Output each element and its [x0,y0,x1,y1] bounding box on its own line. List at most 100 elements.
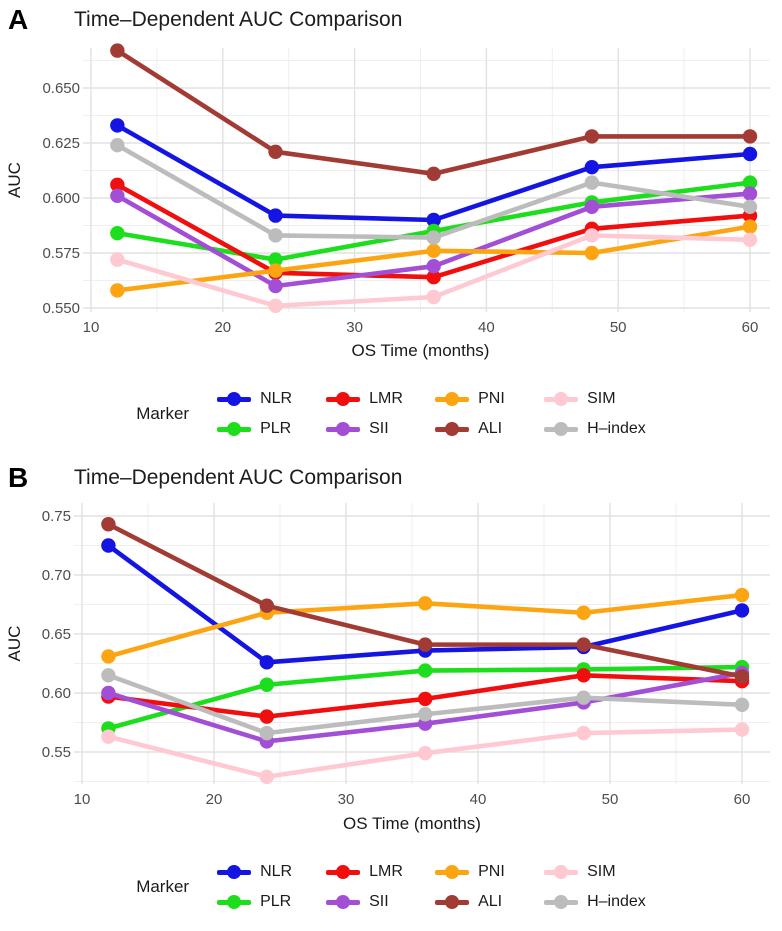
legend-item-H-index: H–index [544,893,646,911]
legend-item-ALI: ALI [435,893,518,911]
legend-key-icon [435,864,470,880]
legend-item-PLR: PLR [217,420,300,438]
series-point-ALI-60 [734,669,750,684]
series-point-ALI-24 [259,598,274,613]
x-tick-label: 10 [74,791,91,808]
panel-b-chart: 0.55 0.60 0.65 0.70 0.75 10 20 30 40 50 60 OS Time … [5,503,770,833]
x-tick-label: 40 [470,791,487,808]
series-point-SII-48 [584,199,600,214]
y-tick-label: 0.65 [42,626,71,643]
series-point-SII-12 [101,685,116,701]
series-PNI [110,219,758,298]
series-point-SII-36 [426,259,441,274]
series-point-NLR-12 [110,118,125,133]
series-point-PLR-12 [110,226,125,241]
x-tick-label: 30 [346,319,363,336]
series-point-H-index-24 [259,725,274,741]
series-point-ALI-48 [584,129,600,144]
series-point-PLR-24 [259,677,274,692]
y-tick-label: 0.60 [42,685,71,702]
x-tick-label: 50 [610,319,627,336]
legend-key-dot [227,392,242,406]
legend-key-dot [336,895,351,909]
y-axis-title: AUC [5,626,24,662]
series-point-SII-12 [110,188,125,203]
series-point-PLR-60 [742,175,758,190]
legend-label: SIM [587,863,616,880]
series-point-SIM-24 [259,769,274,784]
panel-a-letter: A [8,4,29,35]
series-point-SIM-24 [268,298,283,313]
series-point-ALI-36 [426,166,441,181]
series-point-PLR-36 [418,663,433,678]
legend-key-icon [544,894,579,910]
legend-key-icon [544,864,579,880]
series-SII [110,186,758,294]
series-point-NLR-24 [268,208,283,223]
legend-label: SII [369,420,389,437]
legend-title: Marker [136,404,190,423]
panel-a-title: Time–Dependent AUC Comparison [74,8,403,31]
legend-label: ALI [478,420,503,437]
legend-key-icon [326,894,361,910]
panel-b-title: Time–Dependent AUC Comparison [74,466,403,489]
legend-key-dot [336,392,351,406]
series-line-ALI [115,48,753,177]
legend-key-dot [336,865,351,879]
legend-item-H-index: H–index [544,420,646,438]
series-point-SIM-60 [734,722,750,737]
y-tick-label: 0.550 [42,300,80,317]
series-point-LMR-36 [426,270,441,285]
series-point-SIM-36 [418,745,433,761]
series-H-index [110,138,758,245]
x-tick-label: 20 [214,319,231,336]
legend-key-icon [217,864,252,880]
series-H-index [101,668,750,741]
series-point-PNI-36 [418,596,433,611]
series-point-SIM-12 [110,252,125,267]
legend-key-dot [445,392,460,406]
legend-label: NLR [260,390,293,407]
legend-title: Marker [136,877,190,896]
legend-key-dot [445,865,460,879]
series-point-PNI-60 [734,587,750,603]
y-tick-label: 0.55 [42,744,71,761]
legend-items: NLR PLR LMR SII PNI ALI SIM H–index [217,863,646,911]
x-axis-title: OS Time (months) [352,341,490,360]
series-point-LMR-36 [418,691,433,707]
legend-label: LMR [369,863,403,880]
series-point-SIM-48 [584,228,600,243]
panel-a: A Time–Dependent AUC Comparison 0.550 0.5… [0,0,782,458]
panel-b: B Time–Dependent AUC Comparison 0.55 0.60… [0,458,782,931]
series-point-ALI-12 [110,43,125,58]
legend-key-dot [445,422,460,436]
series-point-ALI-60 [742,129,758,144]
series-point-H-index-60 [734,697,750,712]
legend-key-icon [217,391,252,407]
legend-item-PNI: PNI [435,863,518,881]
legend-key-dot [227,895,242,909]
x-axis-title: OS Time (months) [343,814,481,833]
legend-item-NLR: NLR [217,390,300,408]
y-tick-label: 0.625 [42,135,80,152]
panel-b-letter: B [8,462,29,493]
series-point-H-index-12 [110,138,125,153]
series-point-SII-24 [268,278,283,294]
series-LMR [101,668,750,724]
series-PNI [101,587,750,664]
series-point-NLR-36 [426,212,441,228]
legend-key-dot [336,422,351,436]
series-point-SIM-48 [576,725,591,741]
legend-item-LMR: LMR [326,390,409,408]
legend-item-ALI: ALI [435,420,518,438]
series-point-ALI-12 [101,517,116,532]
series-point-PNI-36 [426,243,441,258]
series-point-NLR-60 [742,146,758,162]
legend-item-SIM: SIM [544,390,646,408]
x-tick-label: 60 [742,319,759,336]
y-tick-label: 0.75 [42,508,71,525]
legend-key-icon [544,421,579,437]
legend-label: SIM [587,390,616,407]
series-point-ALI-48 [576,637,591,652]
